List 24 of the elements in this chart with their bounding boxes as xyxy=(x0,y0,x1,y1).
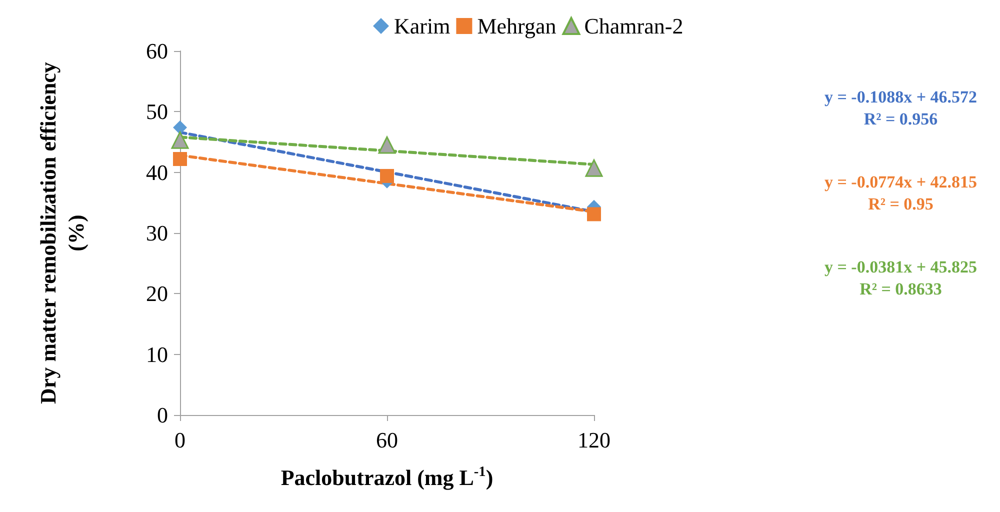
point xyxy=(587,207,601,222)
point xyxy=(585,159,603,177)
point xyxy=(380,168,394,183)
point xyxy=(171,131,189,149)
y-tick-label: 50 xyxy=(146,99,168,124)
y-tick-label: 60 xyxy=(146,38,168,64)
x-tick-label: 0 xyxy=(174,428,186,452)
y-tick-label: 20 xyxy=(146,281,168,306)
text: y = -0.0774x + 42.815 R² = 0.95 xyxy=(824,172,978,214)
y-tick-label: 30 xyxy=(146,220,168,246)
point xyxy=(378,136,396,154)
text: y = -0.1088x + 46.572 R² = 0.956 xyxy=(824,88,978,128)
x-tick-label: 120 xyxy=(578,428,610,452)
y-tick-label: 10 xyxy=(146,342,168,367)
y-axis-title: Dry matter remobilization efficiency (%) xyxy=(36,62,88,404)
y-tick-label: 0 xyxy=(157,402,168,428)
legend-label: Chamran-2 xyxy=(584,14,684,38)
legend-label: Mehrgan xyxy=(477,14,556,38)
x-tick-label: 60 xyxy=(376,428,398,452)
text: y = -0.0381x + 45.825 R² = 0.8633 xyxy=(824,258,978,298)
point xyxy=(173,120,187,134)
legend-label: Karim xyxy=(394,14,450,38)
point xyxy=(173,152,187,166)
y-tick-label: 40 xyxy=(146,160,168,185)
